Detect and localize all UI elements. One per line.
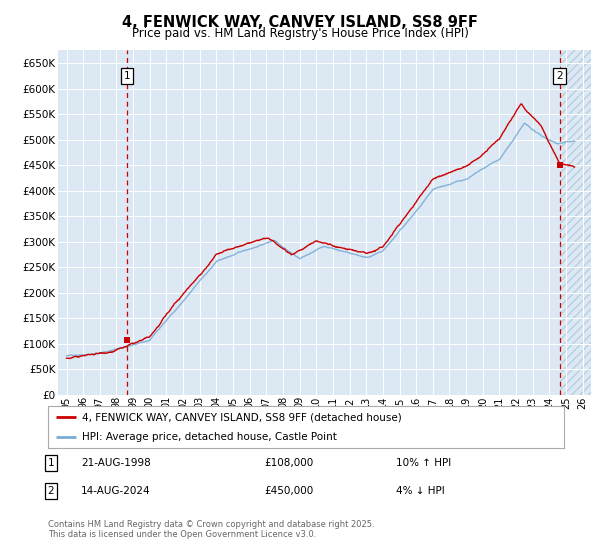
Text: 10% ↑ HPI: 10% ↑ HPI [396, 458, 451, 468]
Text: 2: 2 [47, 486, 55, 496]
Text: 2: 2 [556, 71, 563, 81]
Text: HPI: Average price, detached house, Castle Point: HPI: Average price, detached house, Cast… [82, 432, 337, 442]
Text: 21-AUG-1998: 21-AUG-1998 [81, 458, 151, 468]
Text: 4% ↓ HPI: 4% ↓ HPI [396, 486, 445, 496]
Bar [560, 50, 591, 395]
Text: 4, FENWICK WAY, CANVEY ISLAND, SS8 9FF: 4, FENWICK WAY, CANVEY ISLAND, SS8 9FF [122, 15, 478, 30]
Text: 14-AUG-2024: 14-AUG-2024 [81, 486, 151, 496]
Text: £108,000: £108,000 [264, 458, 313, 468]
Bar [560, 50, 591, 395]
Text: Price paid vs. HM Land Registry's House Price Index (HPI): Price paid vs. HM Land Registry's House … [131, 27, 469, 40]
Text: 4, FENWICK WAY, CANVEY ISLAND, SS8 9FF (detached house): 4, FENWICK WAY, CANVEY ISLAND, SS8 9FF (… [82, 412, 401, 422]
Text: 1: 1 [124, 71, 130, 81]
Text: £450,000: £450,000 [264, 486, 313, 496]
Text: 1: 1 [47, 458, 55, 468]
Text: Contains HM Land Registry data © Crown copyright and database right 2025.
This d: Contains HM Land Registry data © Crown c… [48, 520, 374, 539]
